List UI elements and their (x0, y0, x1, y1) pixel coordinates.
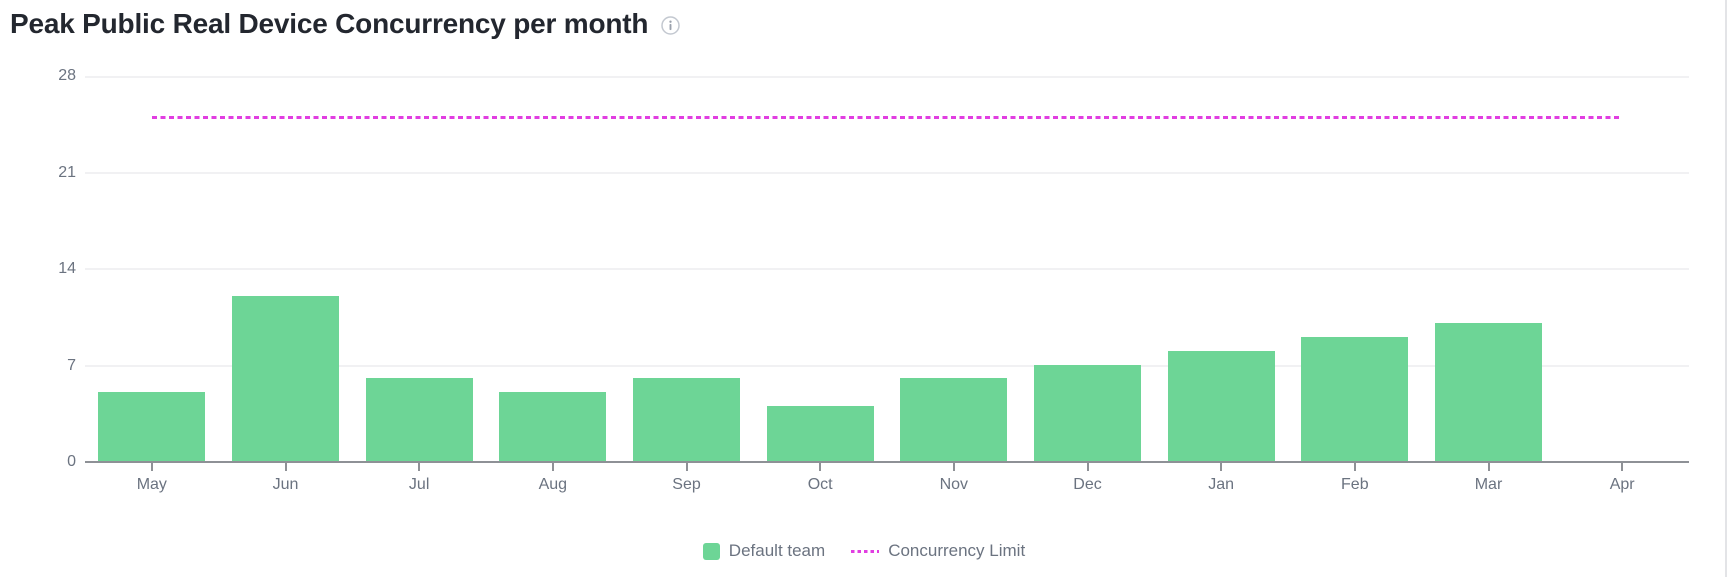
legend-item-concurrency-limit[interactable]: Concurrency Limit (851, 541, 1025, 561)
y-axis-label-28: 28 (58, 67, 76, 84)
bar-sep[interactable] (633, 378, 740, 461)
chart-plot-area: May Jun Jul Aug Sep Oct Nov Dec Jan Feb Mar Apr (85, 76, 1689, 493)
bar-oct[interactable] (766, 405, 874, 461)
concurrency-limit-line (151, 115, 1623, 119)
y-axis: 0 7 14 21 28 (0, 0, 76, 577)
x-axis-tick-jan (1220, 463, 1223, 471)
x-axis-label-jun: Jun (272, 476, 299, 493)
info-icon[interactable] (661, 15, 681, 35)
x-axis-tick-jun (284, 463, 287, 471)
x-axis-tick-mar (1487, 463, 1490, 471)
x-axis-tick-aug (551, 463, 554, 471)
legend-label-concurrency-limit: Concurrency Limit (888, 541, 1026, 560)
x-axis-label-jan: Jan (1208, 476, 1235, 493)
y-axis-label-21: 21 (58, 163, 76, 181)
x-axis-tick-jul (418, 463, 421, 471)
y-axis-label-0: 0 (67, 453, 76, 470)
gridline-21 (85, 171, 1689, 174)
bar-feb[interactable] (1301, 336, 1409, 461)
bar-jun[interactable] (232, 295, 339, 461)
x-axis-label-aug: Aug (538, 476, 568, 493)
x-axis-label-may: May (136, 476, 167, 493)
x-axis-label-dec: Dec (1073, 476, 1102, 493)
x-axis-tick-nov (952, 463, 955, 471)
bar-aug[interactable] (499, 392, 607, 461)
y-axis-label-14: 14 (58, 260, 76, 277)
x-axis-label-mar: Mar (1474, 476, 1503, 493)
x-axis-label-apr: Apr (1609, 476, 1635, 493)
x-axis-tick-may (150, 463, 153, 471)
gridline-7 (85, 364, 1689, 367)
panel-right-edge (1725, 0, 1727, 577)
legend-swatch-dashed-line (851, 549, 880, 553)
legend-swatch-square (702, 542, 720, 560)
y-axis-label-7: 7 (67, 356, 76, 374)
chart-title: Peak Public Real Device Concurrency per … (10, 8, 649, 39)
gridline-14 (85, 268, 1689, 270)
bar-jul[interactable] (365, 378, 473, 461)
x-axis-label-feb: Feb (1341, 476, 1369, 493)
x-axis-tick-apr (1621, 463, 1624, 471)
x-axis-tick-dec (1086, 463, 1089, 471)
x-axis-line (85, 461, 1689, 463)
x-axis-label-nov: Nov (939, 476, 969, 493)
gridline-28 (85, 76, 1689, 78)
x-axis-tick-sep (685, 463, 688, 471)
bar-may[interactable] (98, 392, 206, 461)
bar-nov[interactable] (900, 378, 1008, 461)
x-axis-tick-oct (819, 463, 822, 471)
bar-jan[interactable] (1167, 350, 1275, 461)
x-axis-label-jul: Jul (408, 476, 430, 493)
chart-header: Peak Public Real Device Concurrency per … (10, 4, 681, 44)
x-axis-label-sep: Sep (672, 476, 701, 493)
legend-item-default-team[interactable]: Default team (702, 541, 826, 561)
chart-legend: Default team Concurrency Limit (0, 541, 1728, 561)
bar-mar[interactable] (1435, 323, 1542, 461)
x-axis-label-oct: Oct (807, 476, 833, 493)
bar-dec[interactable] (1034, 364, 1141, 461)
legend-label-default-team: Default team (728, 541, 826, 560)
x-axis-tick-feb (1353, 463, 1356, 471)
